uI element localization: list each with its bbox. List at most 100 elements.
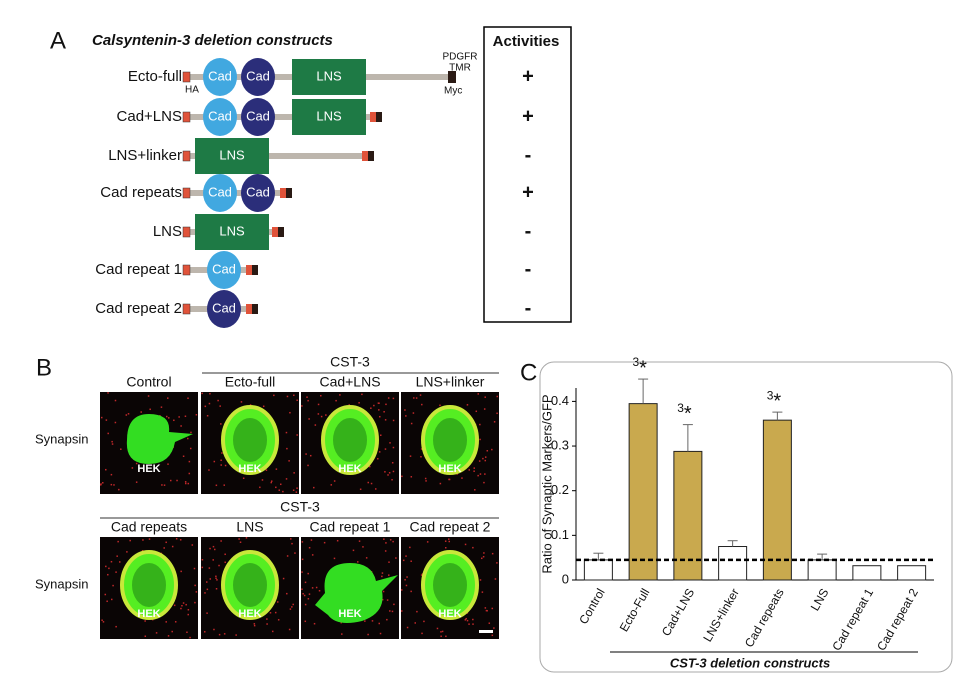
tm-tag <box>278 227 284 237</box>
speckle <box>187 608 190 611</box>
domain-label: Cad <box>212 261 236 276</box>
speckle <box>190 431 192 434</box>
speckle <box>273 394 275 397</box>
speckle <box>180 570 182 573</box>
speckle <box>445 635 447 638</box>
speckle <box>493 627 495 629</box>
speckle <box>194 601 196 604</box>
speckle <box>421 403 423 406</box>
speckle <box>466 619 469 622</box>
cell-label: HEK <box>438 608 461 620</box>
speckle <box>378 409 380 411</box>
speckle <box>486 449 489 452</box>
speckle <box>217 399 219 402</box>
speckle <box>484 459 487 462</box>
speckle <box>235 634 237 636</box>
tm-tag <box>368 151 374 161</box>
annotation-superscript: 3 <box>767 388 774 402</box>
cad-domain <box>241 58 275 96</box>
group-header: CST-3 <box>280 499 320 515</box>
cell-label: HEK <box>438 463 461 475</box>
speckle <box>484 473 486 475</box>
speckle <box>112 584 114 587</box>
speckle <box>380 434 382 436</box>
cad-domain <box>203 98 237 136</box>
speckle <box>392 419 395 422</box>
speckle <box>141 549 144 552</box>
speckle <box>484 396 486 398</box>
activities-box <box>483 26 572 323</box>
speckle <box>218 633 221 636</box>
speckle <box>282 490 284 493</box>
speckle <box>404 409 406 411</box>
speckle <box>491 448 493 451</box>
speckle <box>378 402 380 404</box>
ha-tag <box>182 71 191 83</box>
activity: - <box>525 297 532 319</box>
speckle <box>111 440 113 443</box>
speckle <box>381 575 383 578</box>
speckle <box>441 630 444 633</box>
speckle <box>405 555 407 557</box>
panel-label: B <box>36 354 52 381</box>
speckle <box>106 600 108 603</box>
speckle <box>494 578 497 580</box>
speckle <box>188 460 191 463</box>
speckle <box>491 552 494 555</box>
speckle <box>479 438 481 441</box>
speckle <box>219 405 221 407</box>
speckle <box>261 479 264 481</box>
speckle <box>118 488 120 491</box>
y-tick-label: 0.4 <box>551 393 569 408</box>
construct-name: LNS+linker <box>108 147 182 164</box>
speckle <box>102 482 104 484</box>
linker <box>189 153 362 159</box>
speckle <box>116 555 118 557</box>
column-label: Ecto-full <box>225 374 276 390</box>
speckle <box>213 628 215 631</box>
speckle <box>296 434 298 436</box>
speckle <box>184 415 187 418</box>
speckle <box>348 404 350 406</box>
speckle <box>105 468 107 471</box>
speckle <box>384 419 387 421</box>
speckle <box>340 621 342 624</box>
column-label: LNS <box>236 519 263 535</box>
speckle <box>370 407 372 409</box>
speckle <box>304 620 307 623</box>
speckle <box>301 541 304 543</box>
speckle <box>358 402 360 404</box>
speckle <box>472 546 474 549</box>
speckle <box>379 632 382 635</box>
speckle <box>188 472 191 475</box>
speckle <box>358 540 361 542</box>
speckle <box>317 403 320 406</box>
speckle <box>436 627 439 630</box>
speckle <box>208 567 211 569</box>
speckle <box>165 621 167 623</box>
speckle <box>401 589 403 591</box>
speckle <box>493 421 496 423</box>
myc-tag <box>272 227 278 237</box>
speckle <box>448 540 451 543</box>
speckle <box>185 603 187 606</box>
speckle <box>325 414 327 416</box>
speckle <box>464 543 467 546</box>
speckle <box>491 634 494 637</box>
speckle <box>420 455 422 458</box>
speckle <box>496 395 499 398</box>
row-label: Synapsin <box>35 431 88 446</box>
speckle <box>194 584 196 587</box>
speckle <box>367 633 369 636</box>
speckle <box>290 538 292 540</box>
cad-domain <box>241 98 275 136</box>
speckle <box>420 574 423 576</box>
bar <box>852 565 882 581</box>
y-tick-label: 0.1 <box>551 527 569 542</box>
x-tick-label: Cad repeats <box>742 586 787 650</box>
speckle <box>387 474 389 476</box>
speckle <box>208 402 211 405</box>
speckle <box>187 437 189 440</box>
construct-name: Ecto-full <box>128 68 182 85</box>
